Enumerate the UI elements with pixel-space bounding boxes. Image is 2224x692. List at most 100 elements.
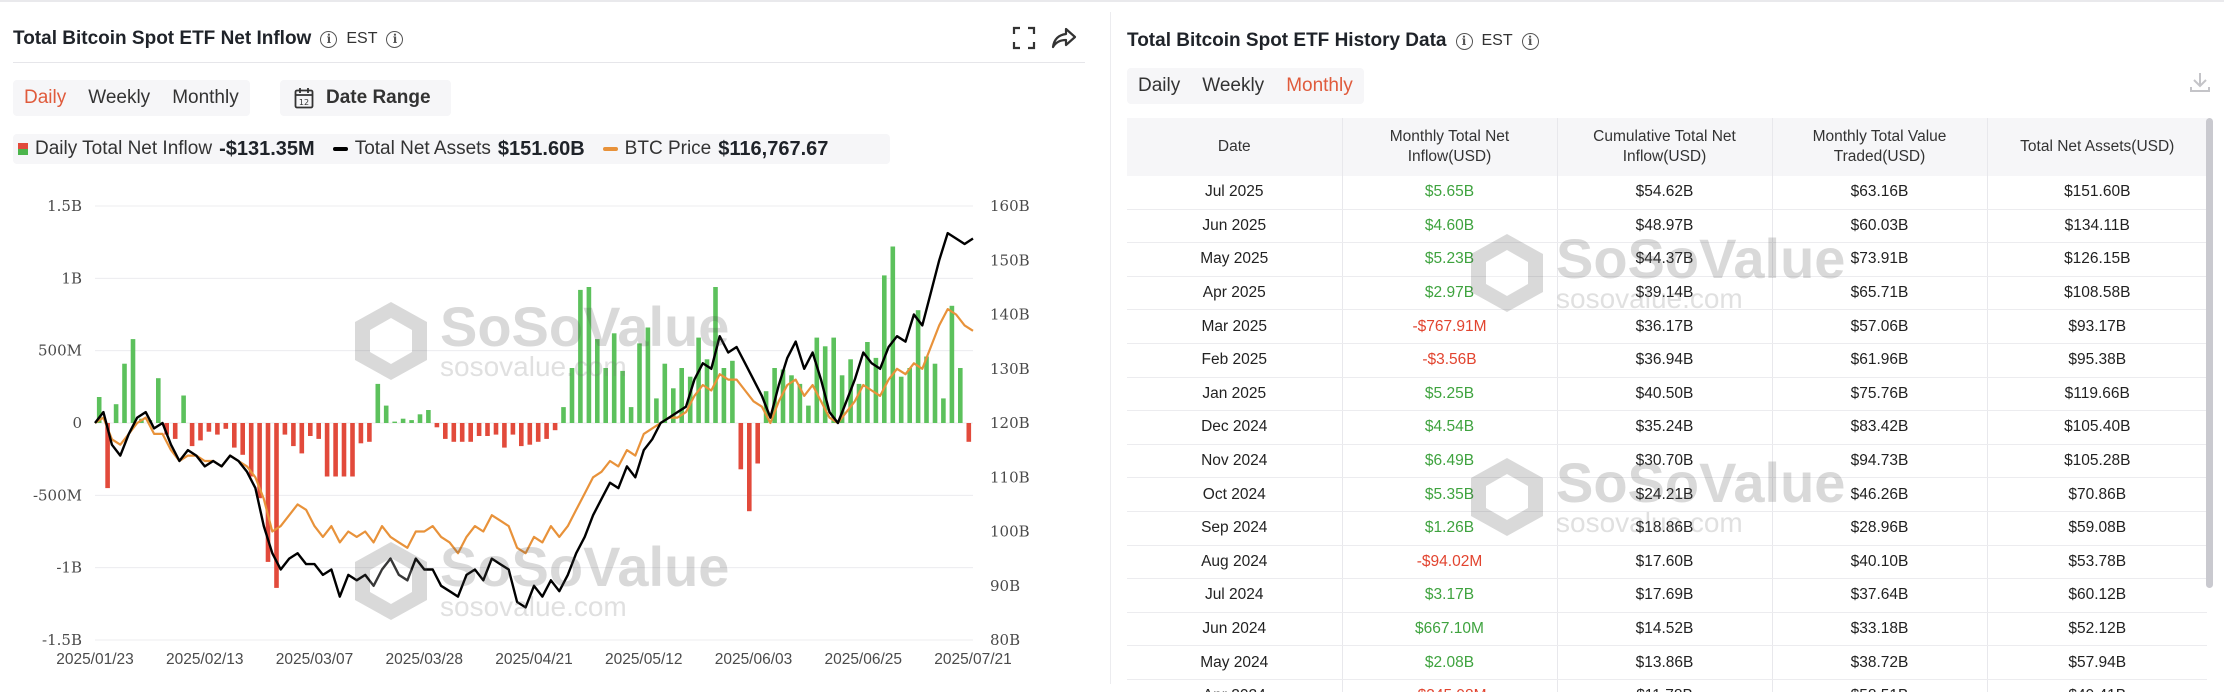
- inflow-bar: [265, 423, 271, 562]
- y-axis-right-tick: 130B: [990, 360, 1030, 378]
- cell-net-assets: $52.12B: [1987, 612, 2207, 647]
- cell-cumulative-inflow: $36.17B: [1557, 309, 1773, 344]
- net-inflow-title: Total Bitcoin Spot ETF Net Inflow: [13, 28, 312, 49]
- table-row[interactable]: Jan 2025 $5.25B $40.50B $75.76B $119.66B: [1127, 377, 2207, 412]
- tab-daily[interactable]: Daily: [24, 87, 67, 108]
- timezone-info-icon[interactable]: i: [386, 30, 404, 48]
- inflow-bar: [434, 423, 440, 428]
- cell-value-traded: $94.73B: [1772, 444, 1988, 479]
- net-inflow-header: Total Bitcoin Spot ETF Net Inflow i EST …: [13, 22, 404, 56]
- table-row[interactable]: Sep 2024 $1.26B $18.86B $28.96B $59.08B: [1127, 511, 2207, 546]
- cell-date: Jun 2024: [1127, 612, 1343, 647]
- inflow-bar: [527, 423, 533, 445]
- table-row[interactable]: May 2025 $5.23B $44.37B $73.91B $126.15B: [1127, 242, 2207, 277]
- cell-net-assets: $60.12B: [1987, 578, 2207, 613]
- inflow-bar: [898, 376, 904, 423]
- assets-swatch: [332, 147, 348, 151]
- column-header-monthly-inflow[interactable]: Monthly Total Net Inflow(USD): [1342, 118, 1558, 176]
- share-icon[interactable]: [1048, 20, 1080, 56]
- info-icon[interactable]: i: [320, 30, 338, 48]
- legend-price[interactable]: BTC Price $116,767.67: [602, 137, 829, 161]
- table-row[interactable]: Jul 2024 $3.17B $17.69B $37.64B $60.12B: [1127, 578, 2207, 613]
- table-row[interactable]: Feb 2025 -$3.56B $36.94B $61.96B $95.38B: [1127, 343, 2207, 378]
- download-icon[interactable]: [2188, 70, 2212, 99]
- inflow-bar: [502, 423, 507, 448]
- date-range-button[interactable]: 12 Date Range: [280, 80, 451, 116]
- inflow-bar: [156, 378, 161, 423]
- table-row[interactable]: Mar 2025 -$767.91M $36.17B $57.06B $93.17B: [1127, 309, 2207, 344]
- inflow-bar: [637, 343, 642, 423]
- inflow-bar: [806, 405, 811, 423]
- inflow-bar: [333, 423, 338, 477]
- cell-net-assets: $108.58B: [1987, 276, 2207, 311]
- tab-weekly[interactable]: Weekly: [1202, 75, 1265, 96]
- tab-monthly[interactable]: Monthly: [172, 87, 239, 108]
- inflow-bar: [274, 423, 279, 588]
- net-inflow-panel: Total Bitcoin Spot ETF Net Inflow i EST …: [0, 0, 1105, 692]
- column-header-net-assets[interactable]: Total Net Assets(USD): [1987, 118, 2207, 176]
- inflow-bar: [704, 359, 710, 423]
- y-axis-right-tick: 150B: [990, 251, 1030, 269]
- table-row[interactable]: Oct 2024 $5.35B $24.21B $46.26B $70.86B: [1127, 477, 2207, 512]
- table-row[interactable]: May 2024 $2.08B $13.86B $38.72B $57.94B: [1127, 645, 2207, 680]
- net-inflow-chart[interactable]: 1.5B 1B 500M 0 -500M -1B -1.5B 160B 150B 140B 130B…: [0, 190, 1105, 670]
- timezone-info-icon[interactable]: i: [1521, 32, 1539, 50]
- cell-date: May 2025: [1127, 242, 1343, 277]
- inflow-period-tabs: Daily Weekly Monthly: [13, 80, 250, 116]
- timezone-label: EST: [1481, 32, 1513, 49]
- inflow-bar: [924, 356, 929, 423]
- column-header-value-traded[interactable]: Monthly Total Value Traded(USD): [1772, 118, 1988, 176]
- cell-monthly-inflow: $5.65B: [1342, 176, 1558, 210]
- history-title: Total Bitcoin Spot ETF History Data: [1127, 30, 1447, 51]
- cell-monthly-inflow: $5.23B: [1342, 242, 1558, 277]
- cell-date: Feb 2025: [1127, 343, 1343, 378]
- inflow-bar: [552, 423, 558, 431]
- inflow-bar: [873, 357, 879, 423]
- x-axis-tick: 2025/06/03: [715, 651, 793, 668]
- legend-assets-value: $151.60B: [497, 137, 585, 160]
- btc-price-line: [94, 307, 974, 555]
- inflow-bar: [181, 395, 186, 423]
- cell-value-traded: $46.26B: [1772, 477, 1988, 512]
- tab-daily[interactable]: Daily: [1138, 75, 1181, 96]
- cell-cumulative-inflow: $44.37B: [1557, 242, 1773, 277]
- legend-price-label: BTC Price: [624, 138, 712, 159]
- legend-inflow[interactable]: Daily Total Net Inflow -$131.35M: [18, 138, 315, 161]
- tab-weekly[interactable]: Weekly: [88, 87, 151, 108]
- fullscreen-icon[interactable]: [1008, 20, 1040, 56]
- column-header-cumulative-inflow[interactable]: Cumulative Total Net Inflow(USD): [1557, 118, 1773, 176]
- cell-value-traded: $57.06B: [1772, 309, 1988, 344]
- column-header-date[interactable]: Date: [1127, 118, 1343, 176]
- inflow-bar: [375, 383, 381, 423]
- cell-cumulative-inflow: $39.14B: [1557, 276, 1773, 311]
- y-axis-left-tick: -500M: [33, 486, 82, 504]
- inflow-bar: [417, 414, 423, 423]
- table-scrollbar[interactable]: [2206, 118, 2213, 588]
- table-row[interactable]: Jun 2024 $667.10M $14.52B $33.18B $52.12B: [1127, 612, 2207, 647]
- tab-monthly[interactable]: Monthly: [1286, 75, 1353, 96]
- table-row[interactable]: Aug 2024 -$94.02M $17.60B $40.10B $53.78B: [1127, 545, 2207, 580]
- cell-cumulative-inflow: $14.52B: [1557, 612, 1773, 647]
- svg-text:12: 12: [299, 98, 309, 107]
- table-row[interactable]: Nov 2024 $6.49B $30.70B $94.73B $105.28B: [1127, 444, 2207, 479]
- table-row[interactable]: Jun 2025 $4.60B $48.97B $60.03B $134.11B: [1127, 209, 2207, 244]
- cell-date: Jan 2025: [1127, 377, 1343, 412]
- inflow-bar: [882, 275, 887, 423]
- cell-date: Apr 2025: [1127, 276, 1343, 311]
- legend-inflow-value: -$131.35M: [219, 137, 315, 160]
- legend-assets[interactable]: Total Net Assets $151.60B: [332, 137, 585, 161]
- table-row[interactable]: Apr 2025 $2.97B $39.14B $65.71B $108.58B: [1127, 276, 2207, 311]
- inflow-bar: [535, 423, 541, 442]
- cell-net-assets: $105.40B: [1987, 410, 2207, 445]
- x-axis-tick: 2025/05/12: [605, 651, 683, 668]
- legend-price-value: $116,767.67: [718, 137, 829, 160]
- y-axis-left-tick: -1B: [56, 559, 82, 577]
- y-axis-left-tick: 500M: [38, 342, 82, 360]
- cell-cumulative-inflow: $18.86B: [1557, 511, 1773, 546]
- cell-date: Jun 2025: [1127, 209, 1343, 244]
- table-row[interactable]: Dec 2024 $4.54B $35.24B $83.42B $105.40B: [1127, 410, 2207, 445]
- table-row[interactable]: Jul 2025 $5.65B $54.62B $63.16B $151.60B: [1127, 176, 2207, 210]
- info-icon[interactable]: i: [1455, 32, 1473, 50]
- inflow-bar: [113, 404, 119, 423]
- table-row[interactable]: Apr 2024-$345.98M$11.78B$58.51B$49.41B: [1127, 679, 2207, 692]
